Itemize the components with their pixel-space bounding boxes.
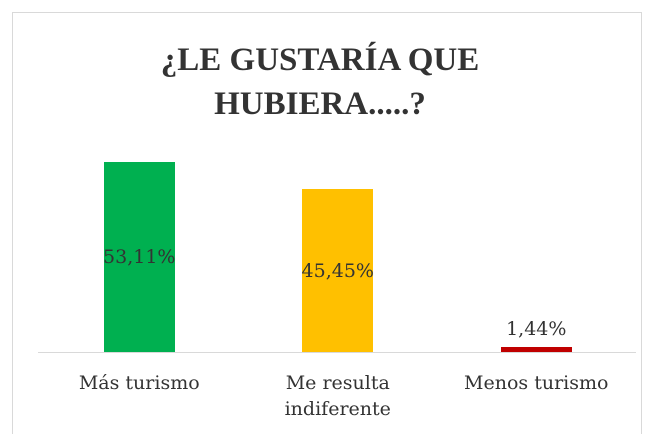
x-tick-label: Más turismo bbox=[78, 372, 200, 394]
x-axis bbox=[38, 352, 636, 353]
bar bbox=[500, 346, 572, 352]
chart-frame bbox=[12, 12, 642, 434]
bar bbox=[302, 189, 374, 352]
bar bbox=[103, 162, 175, 352]
value-label: 45,45% bbox=[301, 259, 374, 282]
x-tick-label: Menos turismo bbox=[464, 372, 609, 394]
value-label: 1,44% bbox=[506, 317, 567, 340]
value-label: 53,11% bbox=[103, 246, 176, 268]
chart-title: ¿LE GUSTARÍA QUE HUBIERA.....? bbox=[160, 42, 480, 122]
x-tick-label: Me resulta indiferente bbox=[284, 372, 391, 420]
